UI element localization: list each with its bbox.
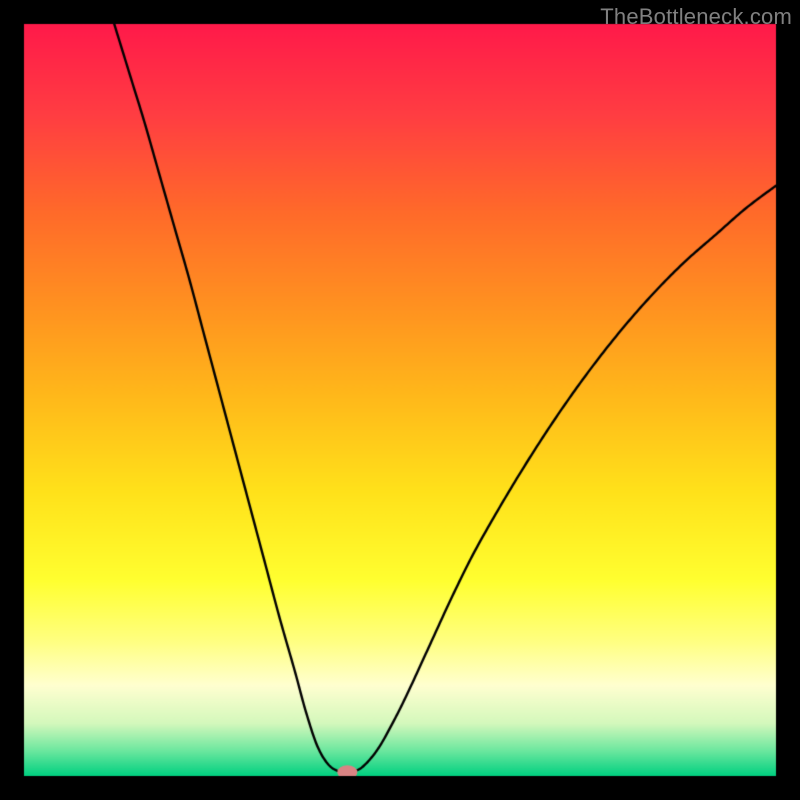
chart-container: TheBottleneck.com [0,0,800,800]
bottleneck-chart-canvas [0,0,800,800]
